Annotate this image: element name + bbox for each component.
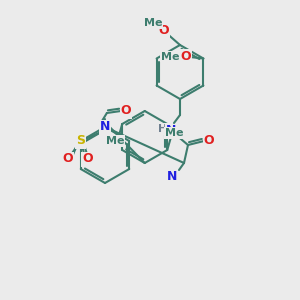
Text: H: H — [158, 124, 168, 134]
Text: S: S — [76, 134, 85, 148]
Text: O: O — [121, 104, 131, 118]
Text: O: O — [180, 50, 191, 63]
Text: N: N — [100, 121, 110, 134]
Text: Me: Me — [144, 18, 162, 28]
Text: O: O — [62, 152, 73, 166]
Text: Me: Me — [165, 128, 184, 138]
Text: O: O — [204, 134, 214, 148]
Text: N: N — [167, 170, 177, 184]
Text: N: N — [100, 121, 110, 134]
Text: O: O — [159, 25, 169, 38]
Text: N: N — [166, 124, 176, 137]
Text: Me: Me — [161, 52, 180, 61]
Text: O: O — [82, 152, 93, 166]
Text: Me: Me — [106, 136, 124, 146]
